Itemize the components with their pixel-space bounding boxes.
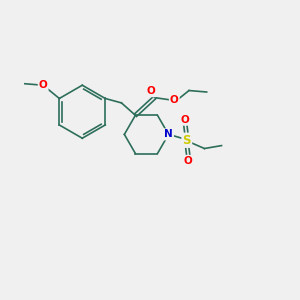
Text: O: O: [39, 80, 47, 90]
Text: O: O: [184, 156, 193, 166]
Text: O: O: [170, 95, 178, 105]
Text: O: O: [147, 86, 155, 96]
Text: O: O: [181, 115, 190, 125]
Text: N: N: [164, 129, 173, 140]
Text: S: S: [182, 134, 191, 147]
